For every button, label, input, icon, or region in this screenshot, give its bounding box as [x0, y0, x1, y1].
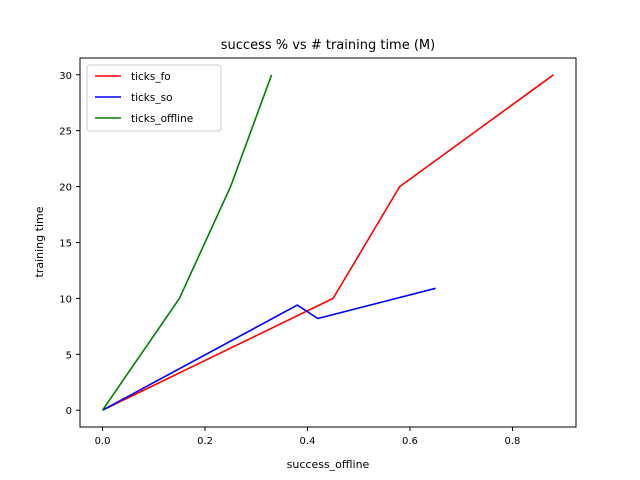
- legend-label: ticks_offline: [131, 113, 193, 125]
- y-tick-label: 25: [59, 127, 72, 138]
- y-tick-label: 30: [59, 71, 72, 82]
- series-line-ticks-so: [102, 287, 436, 411]
- series-layer: [101, 74, 554, 411]
- y-tick-label: 15: [59, 239, 72, 250]
- y-tick-label: 5: [66, 350, 72, 361]
- x-axis-ticks: 0.0 0.2 0.4 0.6 0.8: [95, 427, 521, 447]
- x-tick-label: 0.8: [505, 436, 521, 447]
- chart-title: success % vs # training time (M): [221, 38, 435, 53]
- y-axis-label: training time: [33, 206, 46, 277]
- series-line-ticks-fo: [102, 74, 554, 411]
- series-line-ticks-offline: [101, 74, 273, 411]
- legend-label: ticks_so: [131, 92, 173, 104]
- x-tick-label: 0.4: [300, 436, 316, 447]
- x-tick-label: 0.6: [402, 436, 418, 447]
- legend-label: ticks_fo: [131, 71, 171, 83]
- x-axis-label: success_offline: [287, 458, 370, 471]
- legend-box: [86, 64, 222, 132]
- y-tick-label: 10: [59, 294, 72, 305]
- x-tick-label: 0.2: [197, 436, 213, 447]
- y-axis-ticks: 0 5 10 15 20 25 30: [59, 71, 80, 417]
- y-tick-label: 0: [66, 406, 72, 417]
- y-tick-label: 20: [59, 183, 72, 194]
- legend: ticks_fo ticks_so ticks_offline: [86, 64, 222, 132]
- x-tick-label: 0.0: [95, 436, 111, 447]
